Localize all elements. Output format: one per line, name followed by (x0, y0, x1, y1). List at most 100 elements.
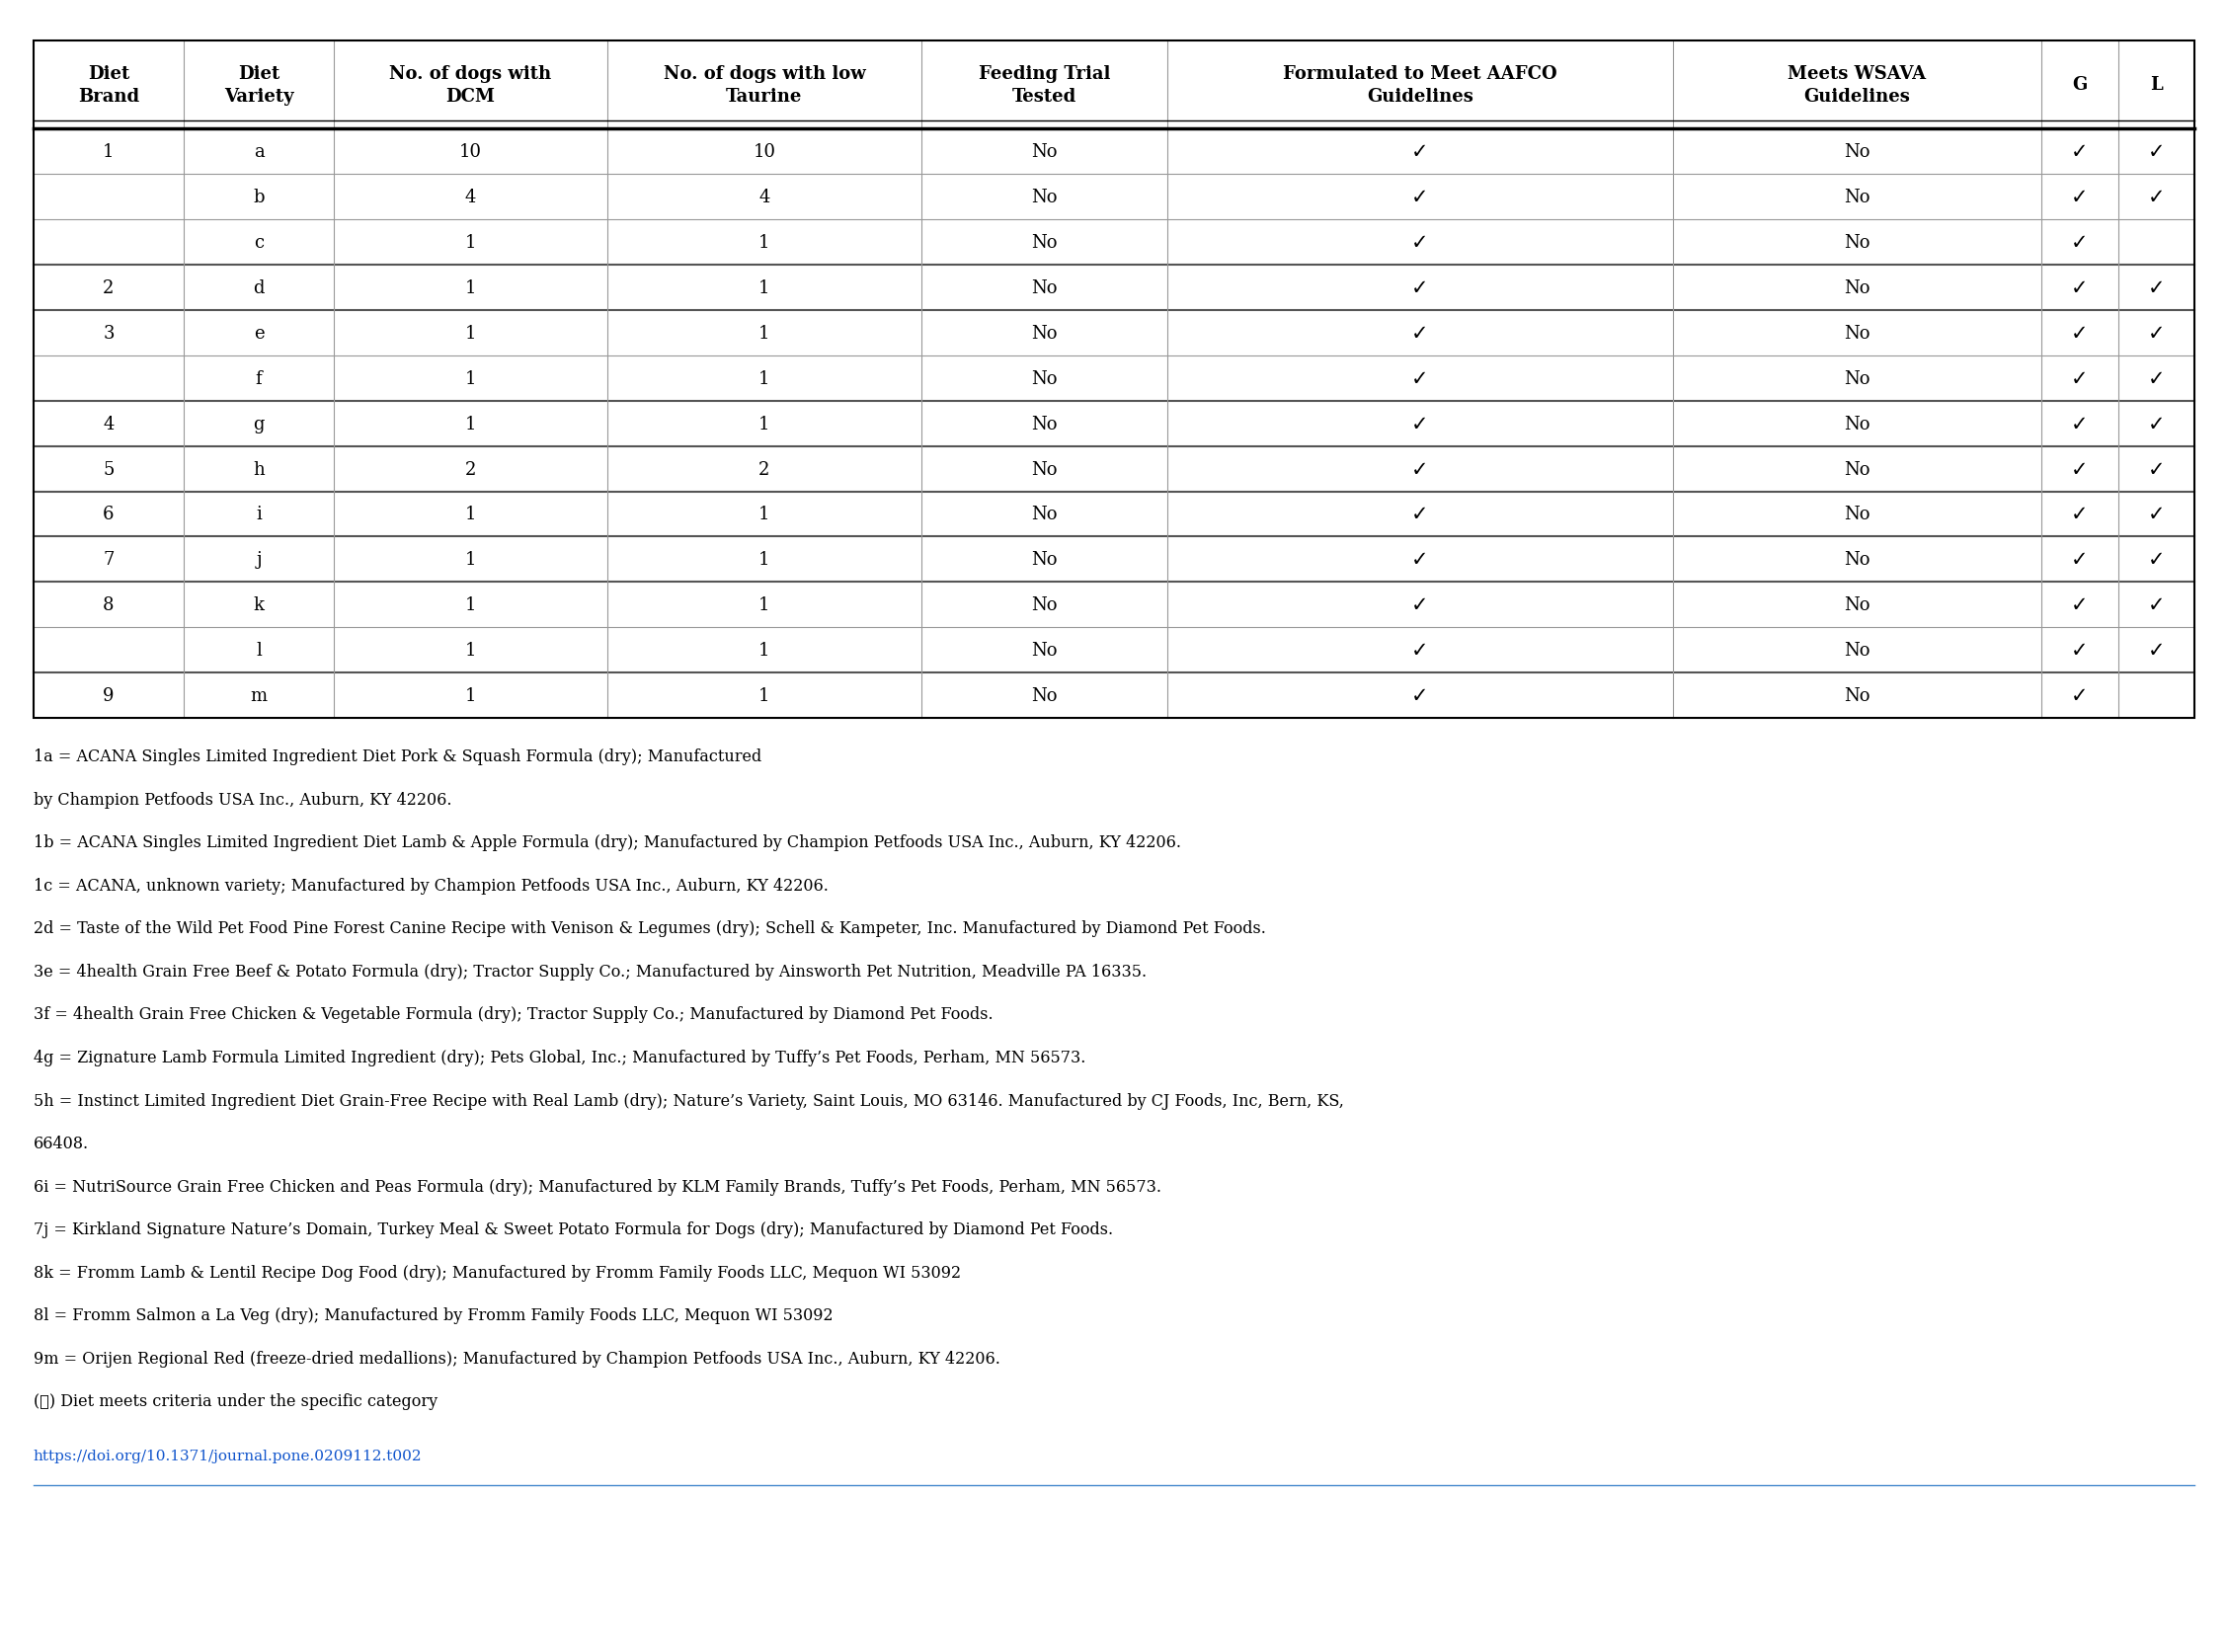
Text: (✓) Diet meets criteria under the specific category: (✓) Diet meets criteria under the specif… (33, 1393, 437, 1409)
Text: 1: 1 (466, 279, 477, 297)
Text: 4: 4 (760, 188, 771, 206)
Text: https://doi.org/10.1371/journal.pone.0209112.t002: https://doi.org/10.1371/journal.pone.020… (33, 1449, 421, 1462)
Text: 1: 1 (466, 415, 477, 433)
Text: ✓: ✓ (1410, 595, 1428, 615)
Text: 3: 3 (102, 324, 114, 342)
Text: ✓: ✓ (2148, 278, 2166, 297)
Text: No: No (1845, 415, 1869, 433)
Text: ✓: ✓ (1410, 550, 1428, 570)
Text: Feeding Trial
Tested: Feeding Trial Tested (978, 64, 1110, 106)
Text: ✓: ✓ (1410, 324, 1428, 344)
Text: ✓: ✓ (2148, 595, 2166, 615)
Text: 1: 1 (758, 370, 771, 388)
Text: 1a = ACANA Singles Limited Ingredient Diet Pork & Squash Formula (dry); Manufact: 1a = ACANA Singles Limited Ingredient Di… (33, 748, 762, 765)
Text: Diet
Variety: Diet Variety (225, 64, 294, 106)
Text: No: No (1032, 641, 1058, 659)
Text: No: No (1845, 596, 1869, 615)
Text: ✓: ✓ (2072, 595, 2088, 615)
Text: d: d (254, 279, 265, 297)
Text: No: No (1845, 235, 1869, 251)
Text: ✓: ✓ (2072, 368, 2088, 388)
Text: 1b = ACANA Singles Limited Ingredient Diet Lamb & Apple Formula (dry); Manufactu: 1b = ACANA Singles Limited Ingredient Di… (33, 834, 1181, 851)
Text: ✓: ✓ (1410, 368, 1428, 388)
Text: Meets WSAVA
Guidelines: Meets WSAVA Guidelines (1787, 64, 1927, 106)
Text: h: h (254, 461, 265, 477)
Text: ✓: ✓ (2072, 686, 2088, 705)
Text: 9: 9 (102, 687, 114, 705)
Text: No: No (1032, 506, 1058, 524)
Text: No. of dogs with
DCM: No. of dogs with DCM (390, 64, 553, 106)
Text: 1: 1 (466, 687, 477, 705)
Text: 6i = NutriSource Grain Free Chicken and Peas Formula (dry); Manufactured by KLM : 6i = NutriSource Grain Free Chicken and … (33, 1178, 1161, 1194)
Text: ✓: ✓ (2072, 233, 2088, 253)
Text: 1: 1 (758, 235, 771, 251)
Text: 1: 1 (466, 552, 477, 568)
Text: ✓: ✓ (1410, 278, 1428, 297)
Text: ✓: ✓ (1410, 641, 1428, 661)
Text: ✓: ✓ (1410, 142, 1428, 162)
Text: ✓: ✓ (1410, 187, 1428, 206)
Text: i: i (256, 506, 261, 524)
Text: No: No (1032, 324, 1058, 342)
Text: 2: 2 (102, 279, 114, 297)
Text: G: G (2072, 76, 2088, 94)
Text: No: No (1845, 324, 1869, 342)
Text: 1: 1 (758, 596, 771, 615)
Text: 7j = Kirkland Signature Nature’s Domain, Turkey Meal & Sweet Potato Formula for : 7j = Kirkland Signature Nature’s Domain,… (33, 1221, 1114, 1237)
Text: Formulated to Meet AAFCO
Guidelines: Formulated to Meet AAFCO Guidelines (1283, 64, 1557, 106)
Text: No: No (1845, 188, 1869, 206)
Text: 1: 1 (466, 324, 477, 342)
Text: 66408.: 66408. (33, 1135, 89, 1151)
Text: e: e (254, 324, 265, 342)
Text: 4g = Zignature Lamb Formula Limited Ingredient (dry); Pets Global, Inc.; Manufac: 4g = Zignature Lamb Formula Limited Ingr… (33, 1049, 1085, 1066)
Text: ✓: ✓ (2072, 506, 2088, 525)
Text: ✓: ✓ (1410, 459, 1428, 479)
Text: 2d = Taste of the Wild Pet Food Pine Forest Canine Recipe with Venison & Legumes: 2d = Taste of the Wild Pet Food Pine For… (33, 920, 1266, 937)
Text: No: No (1845, 506, 1869, 524)
Text: Diet
Brand: Diet Brand (78, 64, 138, 106)
Text: b: b (254, 188, 265, 206)
Text: ✓: ✓ (2148, 415, 2166, 434)
Text: ✓: ✓ (2148, 187, 2166, 206)
Text: ✓: ✓ (2148, 142, 2166, 162)
Text: ✓: ✓ (2072, 641, 2088, 661)
Text: ✓: ✓ (1410, 686, 1428, 705)
Text: No: No (1845, 641, 1869, 659)
Text: ✓: ✓ (2148, 368, 2166, 388)
Text: ✓: ✓ (2148, 506, 2166, 525)
Text: ✓: ✓ (2072, 278, 2088, 297)
Text: 1: 1 (758, 324, 771, 342)
Text: 1: 1 (466, 506, 477, 524)
Text: 1: 1 (466, 596, 477, 615)
Text: No: No (1032, 144, 1058, 160)
Text: 1: 1 (102, 144, 114, 160)
Text: ✓: ✓ (2072, 550, 2088, 570)
Text: l: l (256, 641, 261, 659)
Text: 8: 8 (102, 596, 114, 615)
Text: 3e = 4health Grain Free Beef & Potato Formula (dry); Tractor Supply Co.; Manufac: 3e = 4health Grain Free Beef & Potato Fo… (33, 963, 1147, 980)
Text: 3f = 4health Grain Free Chicken & Vegetable Formula (dry); Tractor Supply Co.; M: 3f = 4health Grain Free Chicken & Vegeta… (33, 1006, 994, 1023)
Text: 1: 1 (758, 687, 771, 705)
Text: L: L (2150, 76, 2163, 94)
Text: ✓: ✓ (1410, 233, 1428, 253)
Text: 6: 6 (102, 506, 114, 524)
Text: No: No (1845, 687, 1869, 705)
Text: 1c = ACANA, unknown variety; Manufactured by Champion Petfoods USA Inc., Auburn,: 1c = ACANA, unknown variety; Manufacture… (33, 877, 829, 894)
Text: No: No (1032, 552, 1058, 568)
Text: No: No (1845, 461, 1869, 477)
Text: ✓: ✓ (2072, 415, 2088, 434)
Text: ✓: ✓ (2072, 324, 2088, 344)
Text: No: No (1032, 687, 1058, 705)
Text: 4: 4 (466, 188, 477, 206)
Text: No: No (1845, 552, 1869, 568)
Text: No: No (1845, 370, 1869, 388)
Text: 8l = Fromm Salmon a La Veg (dry); Manufactured by Fromm Family Foods LLC, Mequon: 8l = Fromm Salmon a La Veg (dry); Manufa… (33, 1307, 833, 1323)
Text: 1: 1 (466, 370, 477, 388)
Text: No: No (1032, 370, 1058, 388)
Text: No: No (1845, 279, 1869, 297)
Text: g: g (254, 415, 265, 433)
Text: k: k (254, 596, 265, 615)
Text: 1: 1 (466, 641, 477, 659)
Text: 7: 7 (102, 552, 114, 568)
Text: 9m = Orijen Regional Red (freeze-dried medallions); Manufactured by Champion Pet: 9m = Orijen Regional Red (freeze-dried m… (33, 1350, 1000, 1366)
